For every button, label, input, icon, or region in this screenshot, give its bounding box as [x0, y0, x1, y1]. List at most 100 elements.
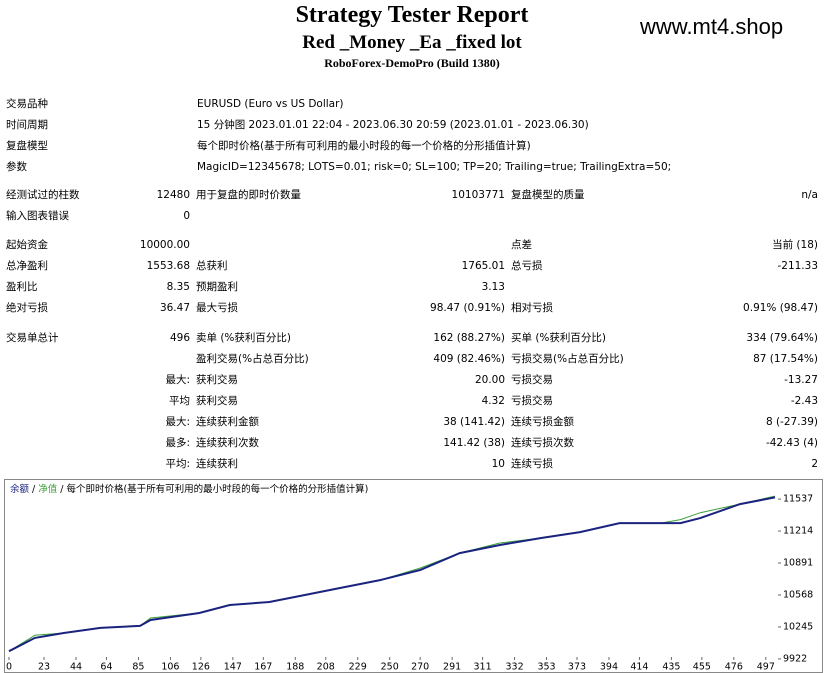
stat-value: n/a — [801, 189, 818, 201]
stat-value: 10103771 — [451, 189, 505, 201]
legend: 余额 / 净值 / 每个即时价格(基于所有可利用的最小时段的每一个价格的分形插值计算) — [10, 483, 368, 495]
stat-label: 相对亏损 — [511, 302, 553, 314]
stat-label: 盈利比 — [6, 281, 38, 293]
balance-line — [8, 496, 776, 653]
stat-value: 最大: — [165, 374, 190, 386]
stat-value: 平均 — [169, 395, 190, 407]
stat-value: 4.32 — [481, 395, 505, 407]
stat-label: 亏损交易 — [511, 395, 553, 407]
info-value: EURUSD (Euro vs US Dollar) — [197, 98, 344, 110]
x-tick-label: 373 — [568, 662, 586, 673]
report-server: RoboForex-DemoPro (Build 1380) — [324, 56, 500, 70]
y-tick-label: 11537 — [783, 494, 813, 505]
stat-value: 36.47 — [159, 302, 190, 314]
x-tick-label: 394 — [600, 662, 618, 673]
stat-label: 经测试过的柱数 — [6, 189, 80, 201]
stat-value: 平均: — [165, 458, 190, 470]
stat-value: 当前 (18) — [772, 239, 818, 251]
stat-label: 复盘模型的质量 — [511, 189, 585, 201]
x-tick-label: 311 — [474, 662, 492, 673]
stat-value: 162 (88.27%) — [433, 332, 505, 344]
legend-balance: 余额 — [10, 483, 30, 495]
info-value: MagicID=12345678; LOTS=0.01; risk=0; SL=… — [197, 161, 672, 173]
y-tick-label: 10245 — [783, 621, 813, 632]
x-tick-label: 455 — [693, 662, 711, 673]
stat-value: 10000.00 — [139, 239, 190, 251]
info-label: 时间周期 — [6, 119, 48, 131]
stat-label: 获利交易 — [196, 395, 238, 407]
stat-value: 10 — [491, 458, 505, 470]
stat-label: 亏损交易(%占总百分比) — [511, 353, 624, 365]
x-tick-label: 250 — [381, 662, 399, 673]
stat-label: 连续获利金额 — [196, 416, 259, 428]
stat-value: 334 (79.64%) — [746, 332, 818, 344]
stat-label: 最大亏损 — [196, 302, 238, 314]
stat-label: 输入图表错误 — [6, 210, 69, 222]
stat-value: 1765.01 — [461, 260, 505, 272]
report-subtitle: Red _Money _Ea _fixed lot — [302, 32, 522, 53]
x-tick-label: 270 — [411, 662, 429, 673]
stat-value: -2.43 — [790, 395, 818, 407]
stat-label: 预期盈利 — [196, 281, 238, 293]
y-tick-label: 10568 — [783, 589, 813, 600]
info-label: 参数 — [6, 161, 27, 173]
info-label: 复盘模型 — [6, 140, 48, 152]
stat-label: 连续亏损金额 — [511, 416, 574, 428]
x-tick-label: 0 — [6, 662, 12, 673]
x-tick-label: 147 — [224, 662, 242, 673]
stat-label: 绝对亏损 — [6, 302, 48, 314]
stat-value: 20.00 — [474, 374, 505, 386]
y-tick-label: 11214 — [783, 526, 813, 537]
x-tick-label: 23 — [38, 662, 50, 673]
stat-label: 点差 — [511, 239, 532, 251]
site-watermark: www.mt4.shop — [640, 14, 784, 39]
stat-value: 12480 — [156, 189, 190, 201]
stat-value: -42.43 (4) — [765, 437, 818, 449]
x-tick-label: 167 — [254, 662, 272, 673]
stat-label: 连续获利 — [196, 458, 238, 470]
x-tick-label: 106 — [161, 662, 179, 673]
x-tick-label: 497 — [757, 662, 775, 673]
stat-label: 亏损交易 — [511, 374, 553, 386]
stat-value: 87 (17.54%) — [753, 353, 818, 365]
stat-value: 98.47 (0.91%) — [430, 302, 505, 314]
stat-label: 获利交易 — [196, 374, 238, 386]
stat-value: 38 (141.42) — [443, 416, 505, 428]
stat-value: 3.13 — [481, 281, 505, 293]
stat-label: 总净盈利 — [6, 260, 48, 272]
stat-value: 0 — [183, 210, 190, 222]
stat-value: 496 — [169, 332, 190, 344]
stat-value: 最多: — [165, 437, 190, 449]
stat-label: 连续亏损次数 — [511, 437, 574, 449]
y-tick-label: 9922 — [783, 653, 807, 664]
stat-label: 买单 (%获利百分比) — [511, 332, 607, 344]
stat-value: 409 (82.46%) — [433, 353, 505, 365]
stat-value: 0.91% (98.47) — [743, 302, 818, 314]
x-tick-label: 44 — [70, 662, 82, 673]
info-value: 15 分钟图 2023.01.01 22:04 - 2023.06.30 20:… — [197, 119, 589, 131]
x-tick-label: 126 — [192, 662, 210, 673]
stat-value: -211.33 — [777, 260, 818, 272]
x-tick-label: 291 — [443, 662, 461, 673]
info-label: 交易品种 — [6, 98, 48, 110]
report-title: Strategy Tester Report — [295, 2, 529, 28]
x-tick-label: 188 — [286, 662, 304, 673]
legend-separator: / — [60, 484, 64, 495]
x-tick-label: 414 — [630, 662, 648, 673]
stat-value: 1553.68 — [146, 260, 190, 272]
stat-label: 起始资金 — [6, 239, 48, 251]
stat-value: 2 — [811, 458, 818, 470]
x-tick-label: 208 — [317, 662, 335, 673]
stat-label: 连续获利次数 — [196, 437, 259, 449]
y-tick-label: 10891 — [783, 558, 813, 569]
stat-value: 8.35 — [166, 281, 190, 293]
x-tick-label: 353 — [537, 662, 555, 673]
chart-frame — [4, 479, 823, 673]
stat-value: 141.42 (38) — [443, 437, 505, 449]
stat-label: 卖单 (%获利百分比) — [196, 332, 292, 344]
stat-label: 盈利交易(%占总百分比) — [196, 353, 309, 365]
stat-value: -13.27 — [784, 374, 818, 386]
stat-label: 总获利 — [196, 260, 228, 272]
